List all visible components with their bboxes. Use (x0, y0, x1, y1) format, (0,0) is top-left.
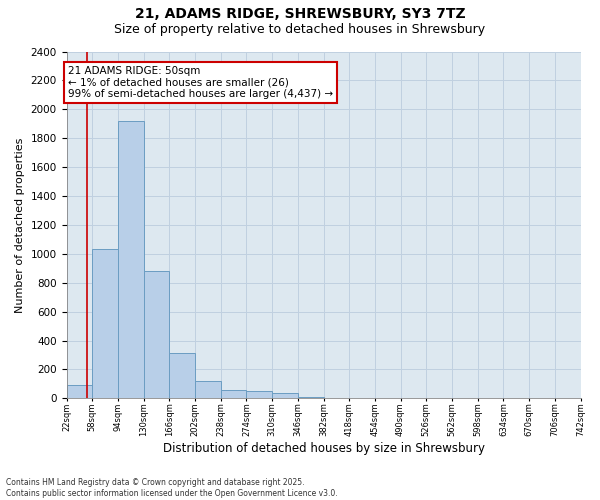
Bar (272, 394, 298, 398)
Y-axis label: Number of detached properties: Number of detached properties (15, 138, 25, 312)
Bar (221, 390, 247, 398)
Bar (118, 121, 143, 398)
Bar (92, 249, 118, 398)
Bar (67, 386, 92, 398)
Bar (169, 353, 195, 399)
Text: 21 ADAMS RIDGE: 50sqm
← 1% of detached houses are smaller (26)
99% of semi-detac: 21 ADAMS RIDGE: 50sqm ← 1% of detached h… (68, 66, 333, 99)
Bar (143, 271, 169, 398)
Bar (195, 381, 221, 398)
Bar (298, 397, 323, 398)
X-axis label: Distribution of detached houses by size in Shrewsbury: Distribution of detached houses by size … (163, 442, 485, 455)
Text: 21, ADAMS RIDGE, SHREWSBURY, SY3 7TZ: 21, ADAMS RIDGE, SHREWSBURY, SY3 7TZ (134, 8, 466, 22)
Text: Size of property relative to detached houses in Shrewsbury: Size of property relative to detached ho… (115, 22, 485, 36)
Text: Contains HM Land Registry data © Crown copyright and database right 2025.
Contai: Contains HM Land Registry data © Crown c… (6, 478, 338, 498)
Bar (247, 391, 272, 398)
